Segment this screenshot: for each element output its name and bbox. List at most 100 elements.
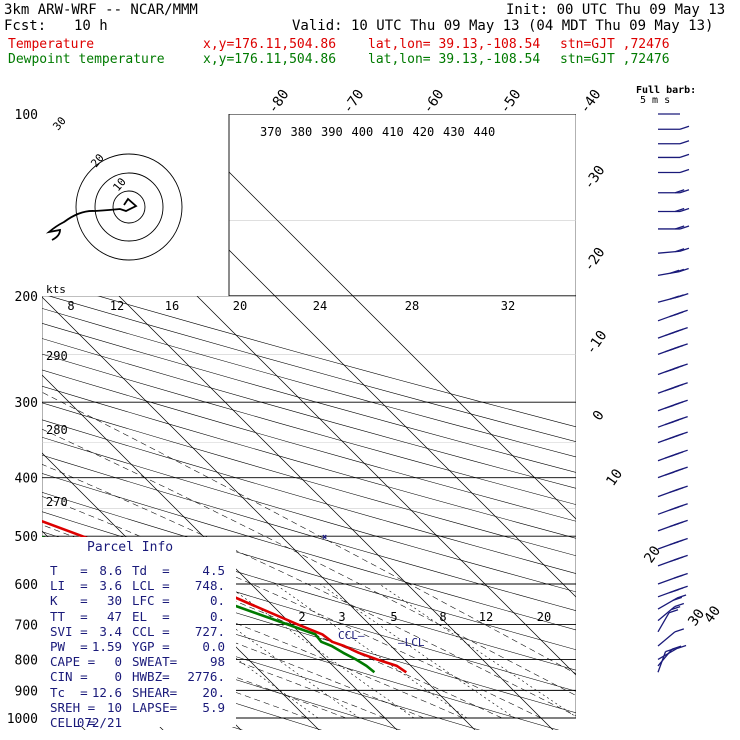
parcel-info-cell: 4.5	[202, 563, 225, 578]
pressure-tick-label: 800	[15, 653, 38, 668]
wind-barb-flag	[676, 594, 687, 599]
wind-barb-flag	[664, 387, 675, 392]
parcel-info-cell: 0.	[209, 608, 225, 624]
wind-barb-flag	[674, 189, 685, 194]
wind-barb-flag	[668, 609, 679, 614]
theta-label: 380	[291, 125, 313, 139]
wind-barb	[657, 585, 688, 598]
model-title: 3km ARW-WRF -- NCAR/MMM	[4, 2, 198, 18]
isotherm-label: 40	[701, 603, 724, 626]
theta-label: 280	[46, 423, 68, 437]
parcel-info-cell: 47	[106, 608, 122, 624]
parcel-info-cell: 12.6	[91, 684, 122, 700]
isotherm-label: 30	[685, 606, 708, 629]
dry-adiabat-line	[42, 293, 576, 442]
pressure-tick-label: 100	[15, 108, 38, 123]
pressure-tick-label: 400	[15, 472, 38, 487]
theta-label: 400	[352, 125, 374, 139]
pressure-tick-label: 1000	[7, 712, 38, 727]
mixing-ratio-label: 3	[338, 610, 345, 624]
parcel-info-cell: LI =	[50, 578, 88, 594]
theta-label: 410	[382, 125, 404, 139]
isotherm-label: 10	[603, 466, 626, 489]
pressure-tick-label: 900	[15, 684, 38, 699]
moist-adiabat-line	[42, 590, 386, 719]
wind-barb-flag	[669, 488, 679, 494]
dry-adiabat-line	[42, 353, 576, 505]
hodograph-speed-label: 8	[67, 299, 74, 313]
legend-temperature-latlon: lat,lon= 39.13,-108.54	[368, 37, 541, 52]
wind-barb-flag	[671, 645, 682, 650]
wind-barb	[657, 343, 688, 355]
parcel-info-cell: 748.	[194, 578, 225, 594]
init-time: Init: 00 UTC Thu 09 May 13	[506, 2, 726, 18]
wind-barb	[657, 554, 688, 567]
hodograph-speed-label: 32	[501, 299, 515, 313]
mixing-ratio-label: 2	[298, 610, 305, 624]
legend-temperature-stn: stn=GJT ,72476	[560, 37, 670, 52]
dry-adiabat-line	[42, 473, 576, 631]
wind-barb-flag	[669, 295, 680, 300]
isotherm-label: -70	[340, 87, 368, 117]
parcel-info-panel	[42, 537, 236, 727]
isotherm-label: -20	[581, 245, 609, 275]
wind-barb-flag	[679, 189, 690, 194]
mixing-ratio-line	[224, 583, 415, 719]
moist-adiabat-line	[42, 391, 576, 675]
wind-barb	[658, 153, 690, 159]
parcel-info-cell: 0.	[209, 593, 225, 609]
theta-label: 270	[46, 495, 68, 509]
parcel-info-cell: 3.4	[99, 623, 122, 639]
theta-label: 290	[46, 349, 68, 363]
parcel-info-cell: 727.	[194, 623, 225, 639]
parcel-info-cell: Tc =	[50, 684, 88, 700]
dry-adiabat-line	[42, 338, 576, 489]
hodograph-speed-label: 20	[233, 299, 247, 313]
wind-barb	[657, 431, 688, 444]
parcel-info-cell: PW =	[50, 639, 88, 654]
parcel-info-cell: 0	[114, 654, 122, 670]
dry-adiabat-line	[42, 436, 576, 593]
dry-adiabat-line	[42, 419, 576, 574]
wind-barb	[657, 326, 688, 339]
wind-barbs	[657, 113, 690, 673]
wind-barb-flag	[674, 268, 685, 274]
wind-barb	[657, 449, 688, 462]
dry-adiabat-line	[42, 492, 576, 651]
hodograph-ring	[75, 153, 183, 261]
parcel-info-cell: SVI =	[50, 623, 88, 639]
parcel-info-cell: CELL =	[50, 715, 96, 730]
pressure-tick-label: 200	[15, 290, 38, 305]
wind-barb-flag	[669, 523, 679, 528]
wind-barb-flag	[672, 596, 683, 602]
theta-label: 440	[474, 125, 496, 139]
isotherm-line	[0, 114, 8, 731]
wind-barb	[657, 647, 675, 673]
wind-barb	[657, 247, 690, 254]
wind-barb-flag	[674, 602, 685, 608]
parcel-info-cell: 1.59	[91, 639, 122, 654]
dry-adiabat-line	[42, 572, 560, 730]
theta-label: 430	[443, 125, 465, 139]
wind-barb-staff	[657, 612, 670, 633]
forecast-hour: 10 h	[74, 18, 108, 34]
wind-barb-flag	[669, 312, 679, 318]
parcel-info-cell: T =	[50, 563, 88, 578]
barb-scale-title: Full barb:	[636, 85, 697, 96]
wind-barb-flag	[679, 267, 689, 273]
isotherm-label: -10	[583, 328, 611, 358]
wind-barb	[657, 503, 688, 515]
barb-scale-unit: 5 m s	[640, 95, 671, 106]
parcel-info-cell: 3.6	[99, 578, 122, 594]
wind-barb-flag	[679, 125, 690, 130]
mixing-ratio-label: 12	[479, 610, 493, 624]
wind-barb	[657, 602, 685, 622]
wind-barb	[657, 485, 688, 498]
parcel-marker: ✖	[322, 533, 327, 543]
wind-barb-staff	[657, 648, 673, 667]
parcel-info-cell: SREH =	[50, 699, 96, 715]
moist-adiabat-line	[42, 428, 576, 696]
wind-barb	[657, 267, 689, 277]
wind-barb-flag	[664, 454, 675, 459]
